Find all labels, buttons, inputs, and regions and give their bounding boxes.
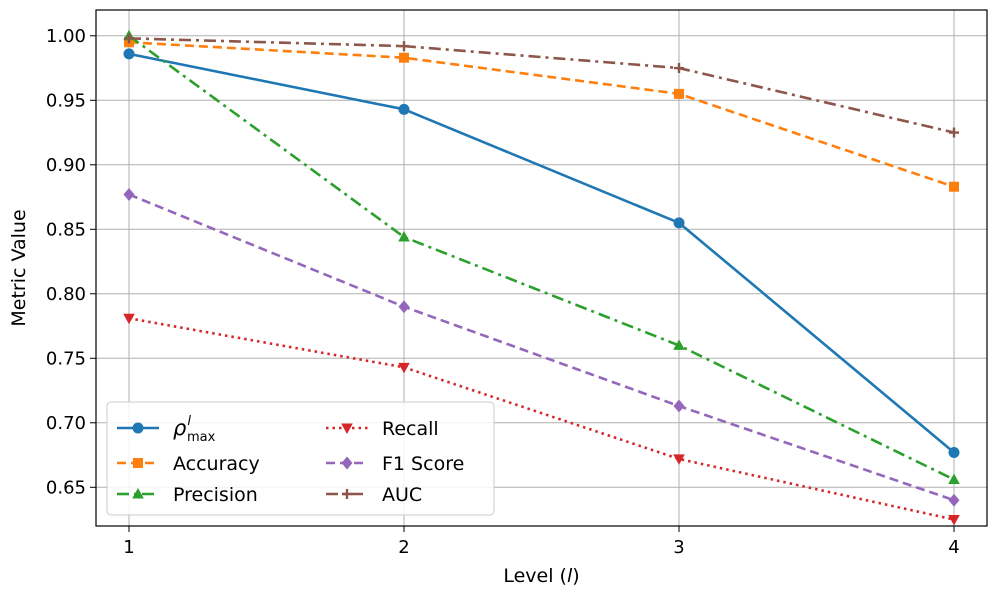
data-point-1-3 xyxy=(949,181,959,192)
data-point-4-1 xyxy=(398,300,410,314)
data-point-3-0 xyxy=(123,313,135,325)
series-line-5 xyxy=(128,37,955,134)
data-point-0-1 xyxy=(398,103,410,115)
legend-marker-3 xyxy=(341,423,353,434)
data-point-1-1 xyxy=(399,52,409,63)
x-tick-label: 2 xyxy=(398,537,409,558)
data-point-5-3 xyxy=(949,127,959,138)
series-line-0 xyxy=(128,52,955,454)
x-axis-title-var: l xyxy=(567,565,573,587)
series-markers xyxy=(123,29,960,526)
x-tick-label: 4 xyxy=(948,537,959,558)
y-tick-label: 1.00 xyxy=(46,26,86,47)
series-line-1 xyxy=(128,40,955,188)
series-line-3 xyxy=(128,317,955,521)
legend: ρl max Accuracy Precision Recall F1 Score AUC xyxy=(106,401,495,516)
legend-label-0: ρl max xyxy=(173,414,216,445)
plot-frame xyxy=(95,9,988,527)
y-tick-label: 0.80 xyxy=(46,284,86,305)
legend-marker-2 xyxy=(132,488,144,499)
data-point-4-2 xyxy=(673,399,685,413)
x-axis-title-suffix: ) xyxy=(572,565,579,587)
series-lines xyxy=(128,34,955,521)
data-point-3-3 xyxy=(948,515,960,526)
legend-label-5: AUC xyxy=(382,484,422,506)
y-tick-label: 0.65 xyxy=(46,477,86,498)
x-tick-label: 1 xyxy=(123,537,134,558)
legend-label-4: F1 Score xyxy=(382,453,464,475)
data-point-0-2 xyxy=(673,217,685,229)
series-line-4 xyxy=(128,193,955,502)
data-point-1-2 xyxy=(674,88,684,99)
legend-label-sub: max xyxy=(187,430,216,445)
y-tick-label: 0.85 xyxy=(46,219,86,240)
x-axis-ticks: 1 2 3 4 xyxy=(123,526,960,558)
data-point-5-2 xyxy=(674,63,684,74)
legend-label-sup: l xyxy=(187,414,191,429)
y-axis-title: Metric Value xyxy=(8,209,30,326)
data-point-3-2 xyxy=(673,454,685,465)
data-point-3-1 xyxy=(398,362,410,374)
data-point-4-0 xyxy=(123,187,135,201)
data-point-2-1 xyxy=(398,231,410,242)
data-point-4-3 xyxy=(948,493,960,507)
x-axis-title-prefix: Level ( xyxy=(503,565,567,587)
x-tick-label: 3 xyxy=(673,537,684,558)
data-point-2-3 xyxy=(948,473,960,485)
x-axis-title: Level (l) xyxy=(503,565,579,587)
data-point-0-0 xyxy=(123,48,135,60)
legend-label-1: Accuracy xyxy=(173,453,260,475)
legend-box xyxy=(106,401,495,516)
y-tick-label: 0.95 xyxy=(46,90,86,111)
y-tick-label: 0.75 xyxy=(46,348,86,369)
data-point-2-2 xyxy=(673,339,685,350)
legend-marker-0 xyxy=(132,422,144,434)
data-point-5-0 xyxy=(124,33,134,44)
legend-label-2: Precision xyxy=(173,484,258,506)
y-axis-ticks: 0.65 0.70 0.75 0.80 0.85 0.90 0.95 1.00 xyxy=(46,26,96,498)
legend-label-base: ρ xyxy=(173,416,187,440)
legend-label-3: Recall xyxy=(382,418,439,440)
data-point-5-1 xyxy=(399,41,409,52)
y-tick-label: 0.70 xyxy=(46,413,86,434)
legend-marker-1 xyxy=(133,458,143,468)
data-point-0-3 xyxy=(948,446,960,458)
legend-marker-5 xyxy=(342,489,352,499)
legend-marker-4 xyxy=(341,456,353,470)
y-tick-label: 0.90 xyxy=(46,155,86,176)
